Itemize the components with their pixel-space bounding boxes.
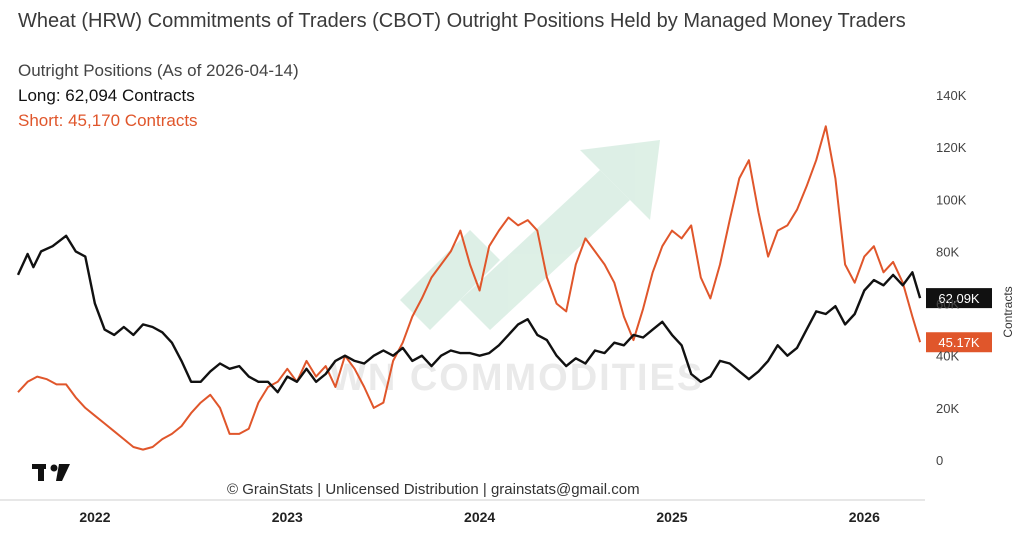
legend-long: Long: 62,094 Contracts [18,86,195,105]
last-value-tag-short: 45.17K [926,332,992,353]
series-line-long [16,234,922,394]
last-value-tag-long: 62.09K [926,288,992,309]
y-tick-label: 20K [936,401,959,416]
legend-short: Short: 45,170 Contracts [18,111,198,130]
y-tick-label: 40K [936,349,959,364]
y-tick-label: 100K [936,192,967,207]
y-tick-label: 80K [936,244,959,259]
y-axis-label: Contracts [1001,286,1015,337]
x-tick-label: 2024 [464,509,495,525]
x-tick-label: 2026 [849,509,880,525]
x-tick-label: 2022 [79,509,110,525]
svg-text:45.17K: 45.17K [938,335,980,350]
x-axis: 2022 2023 2024 2025 2026 [79,509,880,525]
x-tick-label: 2023 [272,509,303,525]
plot-area: 62.09K 45.17K [16,125,992,451]
chart-title: Wheat (HRW) Commitments of Traders (CBOT… [18,10,906,32]
footer-copyright: © GrainStats | Unlicensed Distribution |… [227,481,640,498]
watermark-arrow-logo [400,140,660,330]
y-tick-label: 140K [936,88,967,103]
tv-logo [32,464,70,481]
chart-subtitle: Outright Positions (As of 2026-04-14) [18,61,299,80]
y-tick-label: 0 [936,453,943,468]
y-tick-label: 60K [936,297,959,312]
y-tick-label: 120K [936,140,967,155]
y-axis: 0 20K 40K 60K 80K 100K 120K 140K [936,88,967,468]
x-tick-label: 2025 [656,509,687,525]
svg-text:62.09K: 62.09K [938,291,980,306]
series-line-short [17,125,922,451]
